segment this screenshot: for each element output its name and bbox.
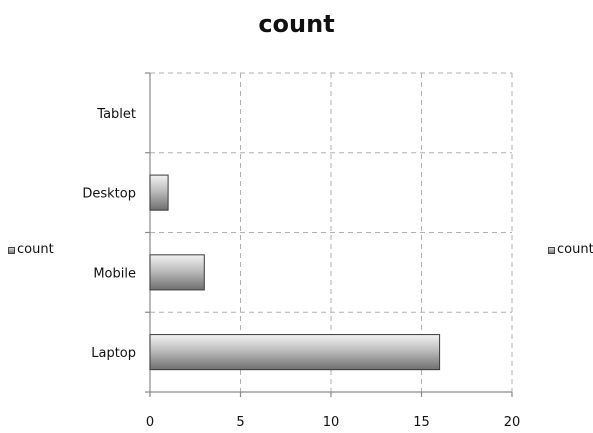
category-label-mobile: Mobile [93,266,136,281]
bars [149,174,441,371]
x-tick-label: 5 [236,415,244,430]
x-tick-label: 0 [146,415,154,430]
bar-mobile [149,254,205,291]
x-tick-label: 15 [413,415,430,430]
category-label-tablet: Tablet [96,107,136,122]
legend-swatch-icon [8,246,15,254]
legend-right-label: count [557,242,593,257]
legend-right: count [548,242,593,258]
category-label-laptop: Laptop [91,346,136,361]
legend-left: count [8,242,54,258]
x-tick-label: 10 [323,415,340,430]
chart-title: count [258,10,335,38]
legend-swatch-icon [548,246,555,254]
bar-desktop [149,174,169,211]
x-tick-label: 20 [504,415,521,430]
axis-labels: 0 5 10 15 20 Laptop Mobile Desktop Tablet [82,107,520,430]
bar-laptop [149,334,441,371]
category-label-desktop: Desktop [82,187,136,202]
legend-left-label: count [17,242,54,257]
